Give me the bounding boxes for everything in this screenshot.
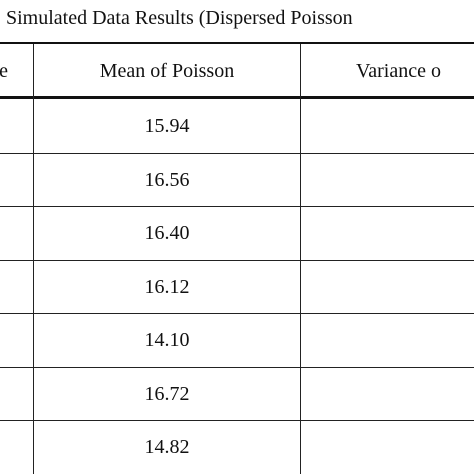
header-first-label: e xyxy=(0,60,8,82)
mean-cell: 16.40 xyxy=(144,222,190,244)
mean-cell: 15.94 xyxy=(144,115,190,137)
row-divider xyxy=(0,260,474,261)
row-divider xyxy=(0,313,474,314)
mean-cell: 14.10 xyxy=(144,329,190,351)
header-mean-label: Mean of Poisson xyxy=(99,60,235,82)
table-caption-text: Simulated Data Results (Dispersed Poisso… xyxy=(6,7,353,29)
header-cell-mean: Mean of Poisson xyxy=(34,59,300,83)
row-divider xyxy=(0,367,474,368)
row-divider xyxy=(0,153,474,154)
row-divider xyxy=(0,420,474,421)
table-caption: Simulated Data Results (Dispersed Poisso… xyxy=(0,0,474,40)
header-variance-label: Variance o xyxy=(356,60,441,82)
column-divider-2 xyxy=(300,44,301,474)
mean-cell: 16.12 xyxy=(144,276,190,298)
header-cell-variance: Variance o xyxy=(356,59,441,83)
mean-cell: 16.56 xyxy=(144,169,190,191)
table-top-rule xyxy=(0,42,474,44)
table-header-rule xyxy=(0,96,474,99)
mean-cell: 14.82 xyxy=(144,436,190,458)
column-divider-1 xyxy=(33,44,34,474)
row-divider xyxy=(0,206,474,207)
header-cell-first: e xyxy=(0,59,10,83)
mean-cell: 16.72 xyxy=(144,383,190,405)
